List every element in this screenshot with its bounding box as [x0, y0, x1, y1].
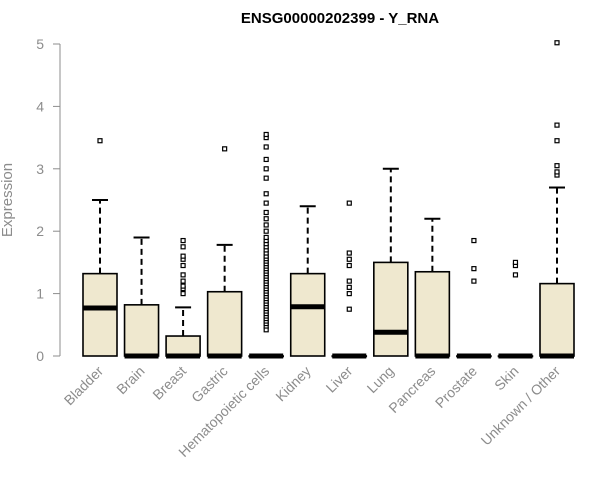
outlier-point [180, 278, 186, 284]
outlier-point [263, 144, 269, 150]
outlier-point [180, 237, 186, 244]
y-tick-label: 3 [36, 161, 44, 177]
outlier-point [263, 209, 269, 216]
outlier-point [346, 200, 352, 206]
y-tick-label: 4 [36, 98, 44, 114]
boxes [82, 40, 575, 359]
x-tick-label: Skin [491, 363, 522, 394]
outlier-point [263, 234, 269, 241]
y-tick-label: 1 [36, 286, 44, 302]
outlier-point [346, 291, 352, 297]
outlier-point [554, 163, 560, 169]
outlier-point [346, 256, 352, 262]
box-iqr [165, 335, 201, 357]
outlier-point [263, 131, 269, 138]
box-kidney [289, 205, 326, 357]
outlier-point [263, 228, 269, 234]
box-iqr [123, 304, 160, 357]
y-tick-label: 0 [36, 348, 44, 364]
chart-title: ENSG00000202399 - Y_RNA [241, 10, 439, 27]
box-prostate [456, 237, 492, 359]
outlier-point [512, 272, 519, 278]
outlier-point [346, 262, 352, 269]
outlier-point [180, 262, 186, 269]
box-unknown-other [539, 40, 575, 359]
outlier-point [471, 266, 477, 272]
outlier-point [263, 175, 269, 181]
x-tick-label: Lung [364, 363, 397, 396]
outlier-point [346, 278, 352, 284]
outlier-point [512, 259, 519, 265]
box-lung [373, 167, 409, 357]
outlier-point [263, 216, 269, 222]
box-iqr [539, 282, 575, 357]
outlier-point [346, 284, 352, 290]
box-gastric [206, 146, 243, 359]
box-hematopoietic-cells [248, 131, 284, 359]
outlier-point [471, 278, 477, 284]
outlier-point [180, 291, 186, 297]
outlier-point [180, 283, 186, 289]
box-breast [165, 237, 201, 359]
box-iqr [414, 270, 451, 357]
outlier-point [471, 237, 477, 244]
box-liver [331, 200, 368, 359]
box-iqr [289, 272, 326, 357]
outlier-point [97, 138, 103, 144]
y-tick-label: 5 [36, 36, 44, 52]
outlier-point [554, 138, 560, 144]
box-iqr [82, 272, 118, 357]
y-tick-label: 2 [36, 223, 44, 239]
y-axis-label: Expression [0, 163, 16, 237]
x-tick-label: Unknown / Other [478, 363, 564, 449]
outlier-point [554, 40, 560, 46]
outlier-point [263, 166, 269, 172]
x-tick-label: Liver [323, 363, 356, 396]
outlier-point [263, 156, 269, 163]
x-tick-label: Brain [113, 363, 147, 397]
outlier-point [263, 222, 269, 228]
outlier-point [554, 169, 560, 175]
x-tick-label: Kidney [272, 363, 314, 405]
box-skin [497, 259, 534, 359]
box-iqr [373, 261, 409, 357]
outlier-point [346, 306, 352, 312]
x-tick-label: Prostate [432, 363, 480, 411]
outlier-point [346, 250, 352, 256]
outlier-point [263, 200, 269, 206]
outlier-point [554, 122, 560, 128]
box-bladder [82, 138, 118, 357]
outlier-point [222, 146, 228, 152]
outlier-point [180, 244, 186, 250]
outlier-point [180, 253, 186, 259]
box-pancreas [414, 217, 451, 359]
x-tick-label: Bladder [61, 363, 107, 409]
y-axis: 0 1 2 3 4 5 [36, 36, 61, 364]
box-brain [123, 236, 160, 359]
outlier-point [263, 191, 269, 197]
x-tick-label: Breast [149, 363, 189, 403]
outlier-point [180, 272, 186, 278]
box-iqr [206, 290, 243, 357]
